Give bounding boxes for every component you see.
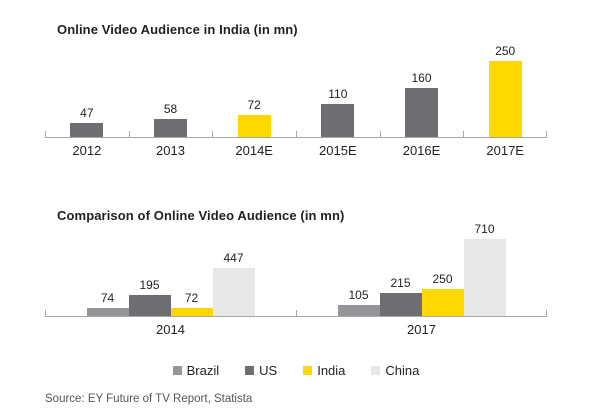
axis-tick bbox=[128, 131, 130, 137]
bar-group: 105 215 250 710 bbox=[296, 222, 547, 316]
bar bbox=[405, 88, 439, 137]
chart-title: Online Video Audience in India (in mn) bbox=[57, 22, 298, 37]
bar-unit: 110 bbox=[321, 86, 355, 137]
axis-tick bbox=[296, 310, 297, 316]
legend: Brazil US India China bbox=[45, 364, 547, 377]
bar bbox=[237, 115, 271, 137]
axis-label: 2014 bbox=[156, 322, 185, 337]
axis-label: 2013 bbox=[156, 143, 185, 158]
legend-label: US bbox=[259, 363, 278, 378]
bar-group: 74 195 72 447 bbox=[45, 250, 296, 316]
bar-group: 250 bbox=[463, 44, 547, 137]
us-swatch-icon bbox=[245, 366, 255, 375]
value-label: 195 bbox=[139, 277, 160, 292]
bar-group: 58 bbox=[129, 102, 213, 137]
bar-group: 110 bbox=[296, 87, 380, 137]
bar bbox=[337, 304, 380, 316]
legend-label: Brazil bbox=[186, 363, 220, 378]
value-label: 72 bbox=[247, 98, 261, 113]
legend-label: India bbox=[317, 363, 346, 378]
bar-group: 47 bbox=[45, 106, 129, 137]
axis-label: 2014E bbox=[235, 143, 273, 158]
china-swatch-icon bbox=[371, 366, 381, 375]
value-label: 58 bbox=[163, 102, 178, 117]
value-label: 250 bbox=[432, 271, 453, 286]
bar-unit: 250 bbox=[488, 44, 522, 137]
bar-unit: 195 bbox=[128, 277, 171, 316]
bar-unit: 447 bbox=[212, 250, 255, 316]
value-label: 47 bbox=[80, 105, 94, 120]
bar-unit: 160 bbox=[405, 71, 439, 137]
value-label: 710 bbox=[474, 222, 495, 236]
legend-item-brazil: Brazil bbox=[172, 363, 220, 378]
bar-unit: 710 bbox=[463, 222, 506, 316]
value-label: 105 bbox=[348, 287, 369, 302]
bar-unit: 72 bbox=[237, 98, 271, 137]
axis-tick bbox=[296, 131, 297, 137]
source-note: Source: EY Future of TV Report, Statista bbox=[45, 393, 253, 405]
plot-area: 74 195 72 447 105 215 250 710 bbox=[45, 222, 547, 317]
bar-unit: 47 bbox=[70, 105, 104, 137]
axis-tick bbox=[546, 310, 547, 316]
bar bbox=[154, 119, 187, 137]
bar bbox=[128, 294, 171, 316]
india-swatch-icon bbox=[303, 366, 313, 375]
axis-label: 2015E bbox=[319, 143, 357, 158]
bar bbox=[321, 103, 355, 137]
axis-label: 2017E bbox=[486, 143, 524, 158]
value-label: 74 bbox=[100, 291, 115, 305]
legend-item-china: China bbox=[371, 364, 419, 377]
value-label: 215 bbox=[390, 275, 411, 290]
bar bbox=[421, 288, 464, 316]
bar bbox=[212, 267, 255, 316]
axis-tick bbox=[546, 131, 547, 137]
value-label: 72 bbox=[184, 291, 199, 306]
axis-tick bbox=[212, 131, 214, 137]
bar-unit: 215 bbox=[379, 275, 422, 316]
value-label: 160 bbox=[411, 71, 432, 86]
bar-unit: 72 bbox=[170, 291, 213, 316]
axis-label: 2017 bbox=[407, 322, 436, 337]
value-label: 250 bbox=[495, 44, 516, 58]
bar-group: 72 bbox=[212, 98, 296, 137]
axis-tick bbox=[379, 131, 381, 137]
value-label: 110 bbox=[328, 86, 348, 101]
bar bbox=[70, 122, 104, 137]
x-axis-labels: 2012 2013 2014E 2015E 2016E 2017E bbox=[45, 138, 547, 158]
bar-unit: 250 bbox=[421, 271, 464, 316]
axis-tick bbox=[45, 310, 46, 316]
brazil-swatch-icon bbox=[172, 366, 182, 375]
axis-tick bbox=[45, 131, 46, 137]
axis-label: 2016E bbox=[402, 143, 441, 158]
axis-tick bbox=[463, 131, 465, 137]
plot-area: 47 58 72 110 160 250 bbox=[45, 42, 547, 138]
india-audience-chart: Online Video Audience in India (in mn) 4… bbox=[45, 22, 547, 158]
bar bbox=[463, 239, 506, 316]
x-axis-labels: 2014 2017 bbox=[45, 317, 547, 337]
bar-unit: 105 bbox=[337, 287, 380, 316]
bar bbox=[86, 308, 129, 316]
axis-label: 2012 bbox=[72, 143, 102, 158]
report-page: Online Video Audience in India (in mn) 4… bbox=[45, 22, 547, 405]
bar bbox=[379, 292, 422, 316]
bar-unit: 74 bbox=[86, 291, 129, 316]
chart-title: Comparison of Online Video Audience (in … bbox=[57, 208, 345, 223]
legend-item-india: India bbox=[303, 364, 345, 377]
legend-item-us: US bbox=[245, 364, 277, 377]
bar bbox=[170, 308, 213, 316]
bar-group: 160 bbox=[380, 71, 464, 137]
legend-label: China bbox=[385, 363, 420, 378]
value-label: 447 bbox=[223, 250, 244, 265]
comparison-chart: Comparison of Online Video Audience (in … bbox=[45, 208, 547, 377]
bar-unit: 58 bbox=[154, 102, 187, 137]
bar bbox=[488, 61, 522, 137]
